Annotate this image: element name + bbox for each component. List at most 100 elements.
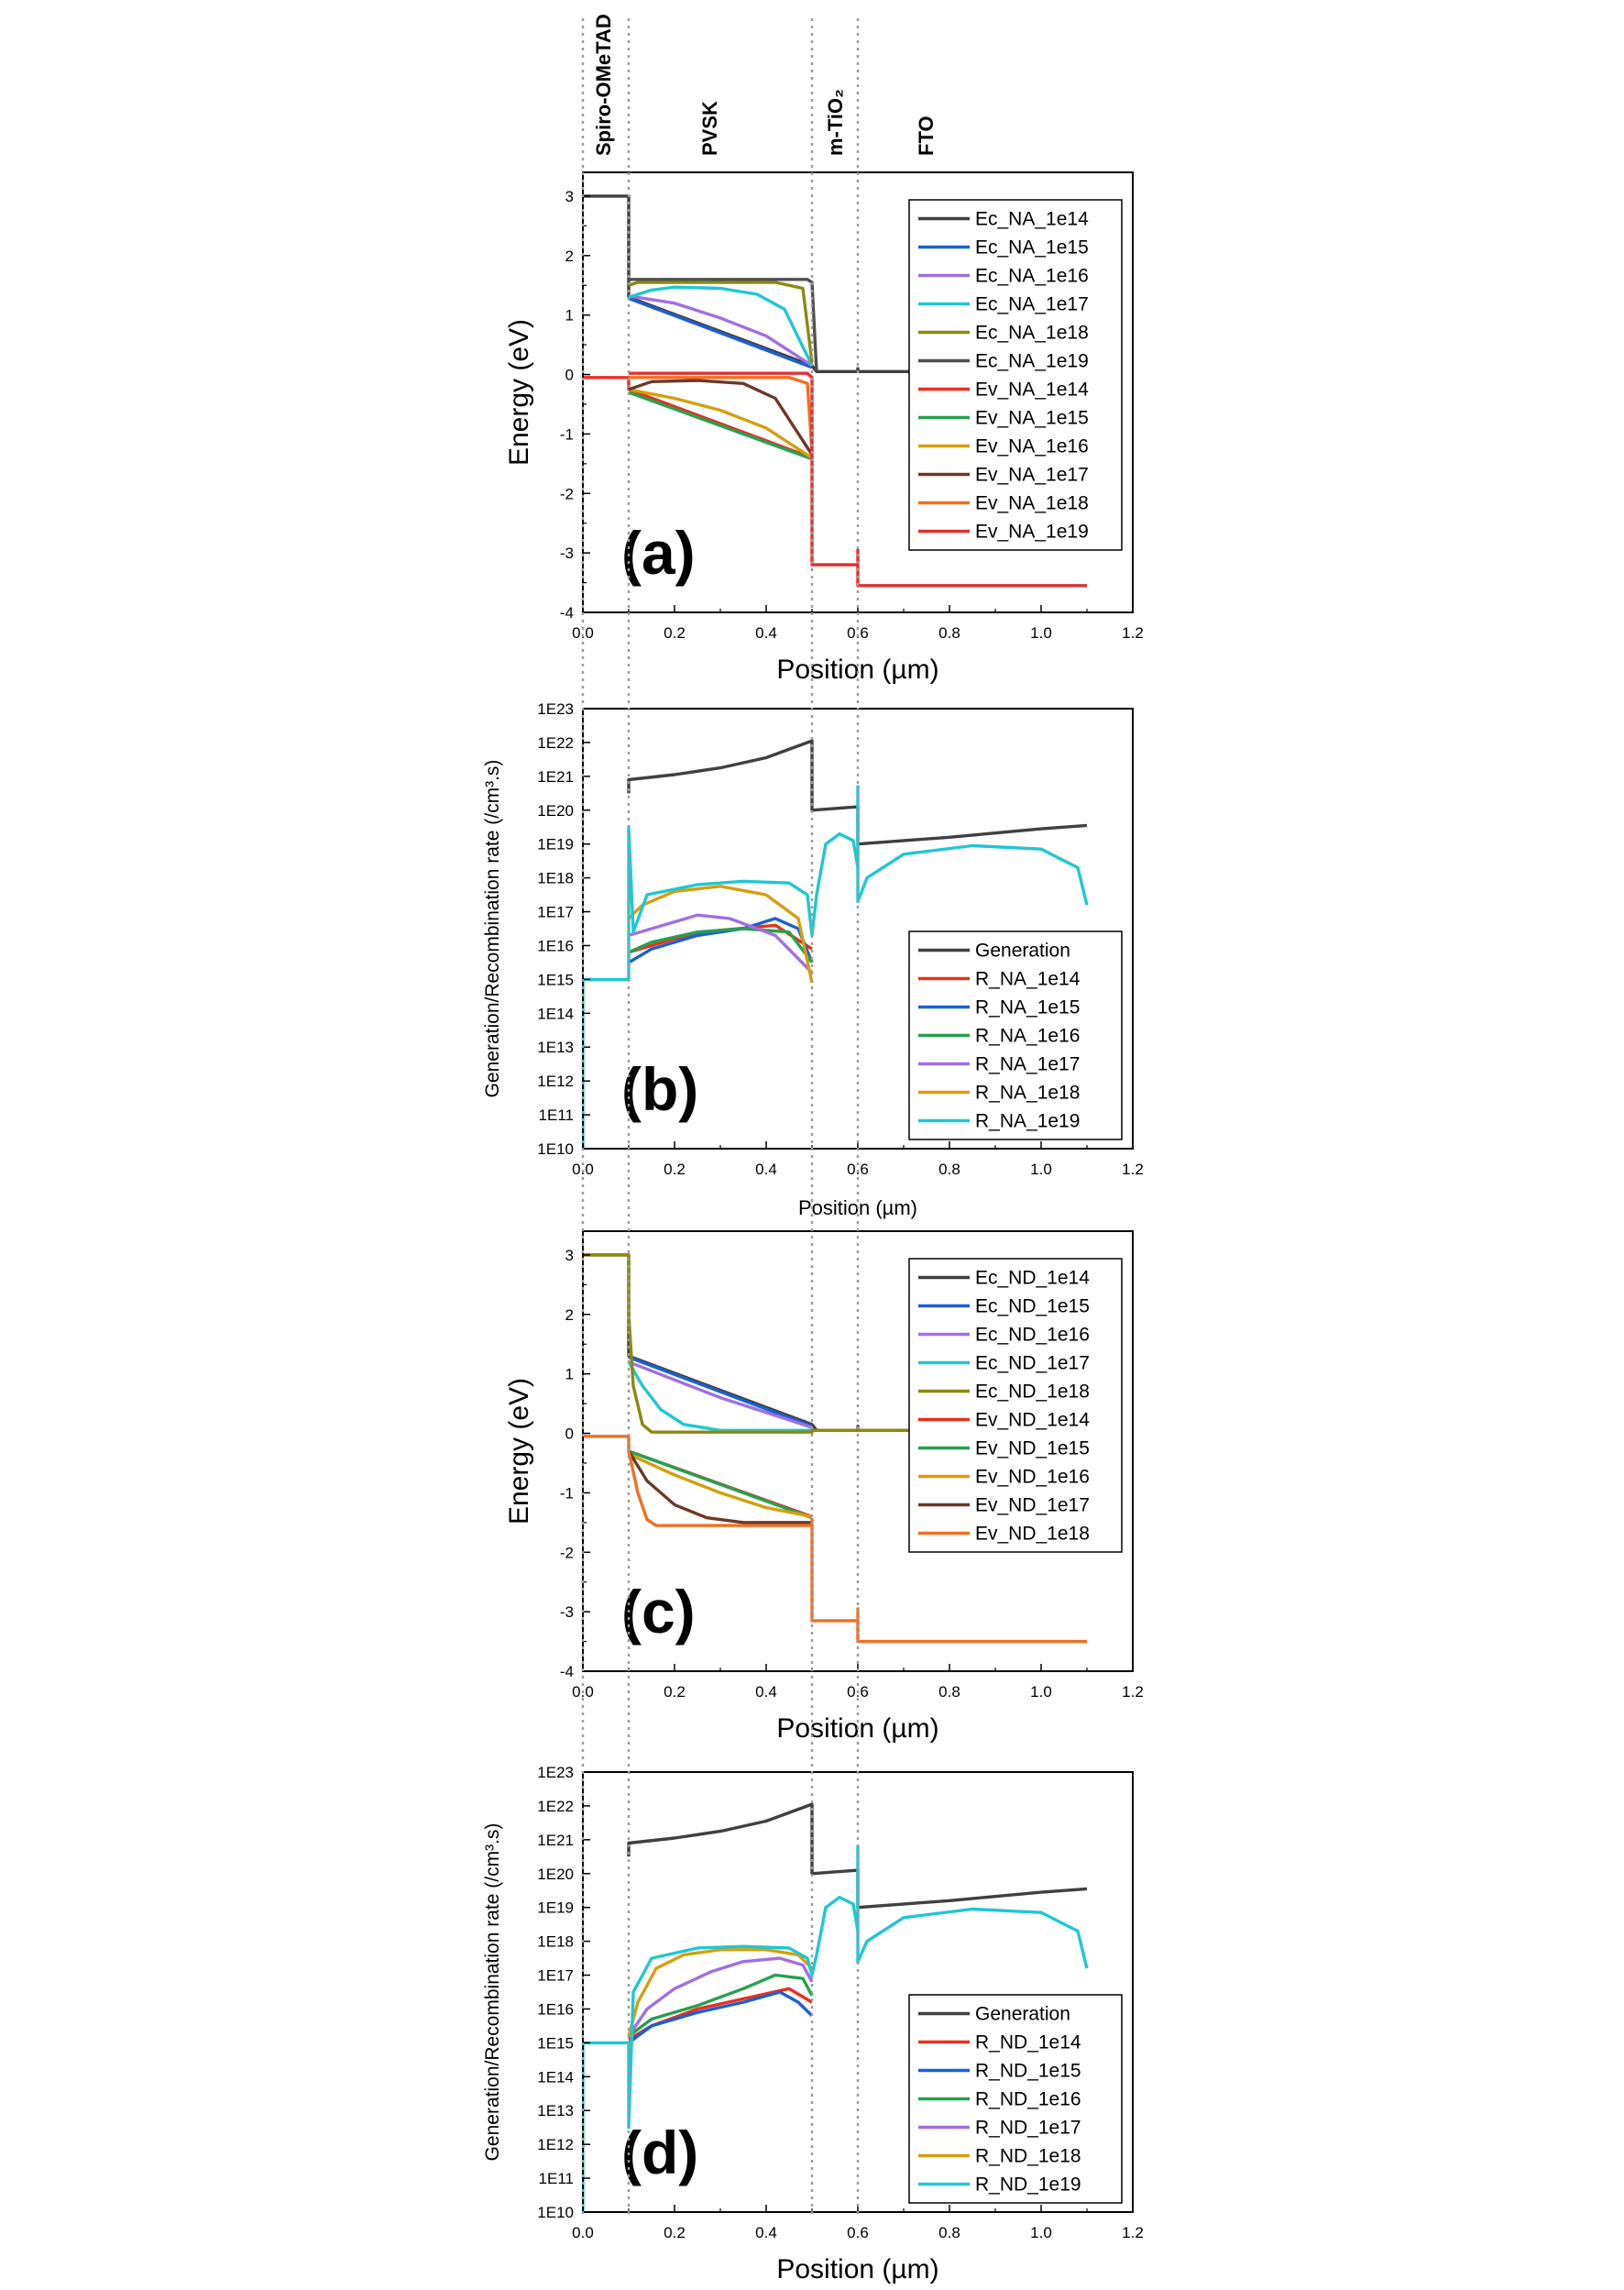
x-tick-label: 0.6 [847,624,869,642]
panel-label: (d) [621,2119,698,2186]
y-tick-label: 1E15 [537,971,574,988]
legend-entry: R_ND_1e15 [975,2061,1081,2082]
legend: Ec_ND_1e14 Ec_ND_1e15 Ec_ND_1e16 Ec_ND_1e17… [908,1258,1123,1553]
x-tick-label: 1.2 [1122,2224,1144,2241]
y-tick-label: 1 [565,307,574,325]
panel-c: 0.00.20.40.60.81.01.23210-1-2-3-4Positio… [504,1230,1144,1744]
series-line-ec-na-1e18 [628,281,814,363]
x-tick-label: 1.0 [1030,1683,1052,1701]
y-tick-label: 1E18 [537,1933,574,1951]
y-tick-label: 1E21 [537,1832,574,1849]
series-line-ev-nd-1e15 [628,1449,813,1520]
y-tick-label: 0 [565,367,574,384]
x-tick-label: 1.2 [1122,624,1144,642]
x-tick-label: 0.6 [847,2224,869,2241]
legend-entry: Ev_ND_1e14 [975,1410,1090,1431]
x-tick-label: 0.8 [938,624,960,642]
y-tick-label: 1E23 [537,700,574,718]
series-line-r-nd-1e19 [583,1844,1089,2212]
series-line-ec-na-1e15 [628,296,813,369]
y-tick-label: 1E17 [537,904,574,921]
legend: Ec_NA_1e14 Ec_NA_1e15 Ec_NA_1e16 Ec_NA_1e17… [908,199,1123,551]
series-line-ev-na-1e15 [628,391,813,461]
y-tick-label: -2 [560,1544,574,1561]
y-tick-label: 1E13 [537,1039,574,1056]
legend-entry: R_NA_1e18 [975,1083,1080,1104]
x-tick-label: 1.0 [1030,1161,1052,1178]
legend-entry: Ec_NA_1e16 [975,266,1089,287]
panel-b: 0.0 0.2 0.4 0.6 0.8 1.0 1.2 1E23 1E22 1E21 1E20 1E1… [482,700,1144,1219]
x-tick-label: 0.2 [664,2224,686,2241]
y-tick-label: 1E23 [537,1764,574,1781]
y-tick-label: 1E19 [537,1899,574,1917]
legend-entry: R_NA_1e16 [975,1026,1080,1047]
series-line-r-na-1e17 [628,913,814,974]
x-tick-label: 1.2 [1122,1683,1144,1701]
x-tick-label: 0.8 [938,1161,960,1178]
legend: Generation R_ND_1e14 R_ND_1e15 R_ND_1e16 R_N… [908,1994,1123,2204]
legend-entry: Ec_NA_1e17 [975,294,1089,315]
x-tick-label: 0.0 [572,1161,594,1178]
series-line-generation [627,1802,1088,1910]
x-tick-label: 0.0 [572,2224,594,2241]
panel-d: 0.0 0.2 0.4 0.6 0.8 1.0 1.2 1E23 1E22 1E21 1E20 1E1… [482,1764,1144,2284]
legend-entry: Ec_ND_1e18 [975,1382,1090,1403]
legend-entry: Ev_ND_1e16 [975,1467,1090,1488]
legend-entry: Generation [975,941,1070,962]
y-tick-label: -1 [560,425,574,443]
y-tick-label: -4 [560,1663,574,1680]
legend-entry: R_ND_1e19 [975,2174,1081,2196]
y-tick-label: 1E12 [537,1073,574,1090]
series-line-ec-nd-1e15 [628,1355,813,1428]
y-tick-label: 1E10 [537,1140,574,1158]
legend-entry: Ec_NA_1e14 [975,209,1089,230]
y-tick-label: 0 [565,1426,574,1443]
legend-entry: Ev_ND_1e15 [975,1438,1090,1459]
legend-entry: Ev_NA_1e16 [975,436,1089,457]
y-tick-label: 1E20 [537,802,574,820]
series-line-r-nd-1e16 [627,1973,814,2038]
y-tick-label: 1E12 [537,2136,574,2153]
x-tick-label: 0.4 [755,2224,777,2241]
y-tick-label: -3 [560,545,574,562]
series-group [583,1802,1089,2212]
x-tick-label: 0.4 [755,624,777,642]
x-tick-label: 0.2 [664,1161,686,1178]
y-tick-label: 3 [565,188,574,205]
y-tick-label: -1 [560,1484,574,1502]
legend-entry: Ev_NA_1e14 [975,380,1089,401]
layer-label-pvsk: PVSK [698,101,721,156]
series-line-ev-na-1e16 [628,388,813,459]
series-line-ev-na-1e17 [628,379,814,457]
y-tick-label: 1E14 [537,2068,574,2086]
y-tick-label: 1E20 [537,1866,574,1883]
y-tick-label: 1E17 [537,1967,574,1985]
series-line-generation [627,739,1088,846]
legend-entry: Ec_NA_1e15 [975,237,1089,259]
legend-entry: R_ND_1e14 [975,2032,1081,2053]
x-tick-label: 0.8 [938,2224,960,2241]
layer-labels: Spiro-OMeTAD PVSK m-TiO₂ FTO [592,14,938,156]
series-line-r-nd-1e17 [627,1956,814,2037]
y-axis-label: Energy (eV) [504,319,534,466]
legend-entry: Ec_NA_1e19 [975,351,1089,372]
y-tick-label: 1E11 [539,1106,574,1124]
x-tick-label: 0.2 [664,1683,686,1701]
legend-entry: R_NA_1e19 [975,1111,1080,1132]
series-line-r-nd-1e15 [627,1990,814,2044]
y-tick-label: 1E15 [537,2034,574,2052]
series-line-ec-na-1e19 [629,278,818,372]
series-line-r-na-1e19 [583,785,1089,1149]
panel-a: 0.0 0.2 0.4 0.6 0.8 1.0 1.23210-1-2-3-4Positio… [504,171,1144,685]
y-tick-label: 1E18 [537,870,574,887]
y-tick-label: 1E14 [537,1005,574,1022]
layer-boundaries [581,18,860,2218]
x-tick-label: 0.6 [847,1161,869,1178]
x-tick-label: 1.2 [1122,1161,1144,1178]
y-tick-label: -2 [560,485,574,502]
x-tick-label: 1.0 [1030,624,1052,642]
y-tick-label: 1 [565,1366,574,1383]
y-tick-label: 2 [565,1306,574,1324]
legend-entry: Ev_NA_1e17 [975,465,1089,486]
